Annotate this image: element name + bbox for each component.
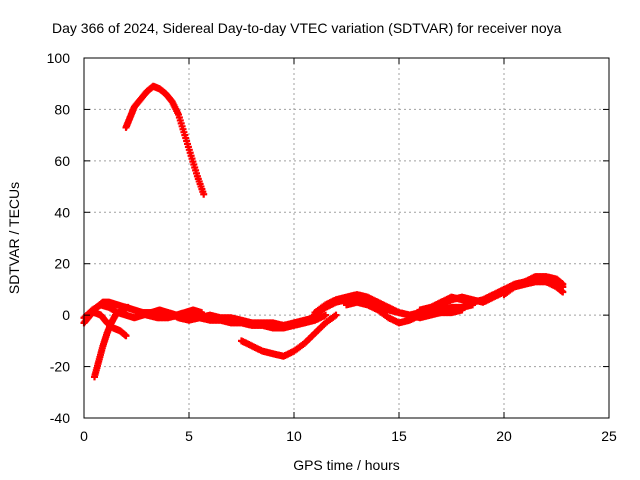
x-tick-label: 20 (496, 428, 512, 444)
axis-ticks: 0 5 10 15 20 25 -40 -20 0 20 40 60 80 100 (47, 50, 617, 444)
y-tick-label: 80 (54, 101, 70, 117)
grid (84, 58, 609, 418)
data-point (458, 306, 466, 314)
y-tick-label: 20 (54, 256, 70, 272)
x-tick-label: 0 (80, 428, 88, 444)
chart-title: Day 366 of 2024, Sidereal Day-to-day VTE… (52, 20, 562, 36)
x-tick-label: 25 (601, 428, 617, 444)
plot-frame (83, 57, 610, 419)
series-arc-j (500, 273, 567, 299)
data-point (559, 288, 567, 296)
x-tick-label: 5 (185, 428, 193, 444)
x-tick-label: 15 (391, 428, 407, 444)
y-tick-label: 100 (47, 50, 71, 66)
data-layer (80, 82, 567, 381)
y-tick-label: 60 (54, 153, 70, 169)
x-tick-label: 10 (286, 428, 302, 444)
y-tick-label: -20 (50, 359, 70, 375)
y-tick-label: -40 (50, 410, 70, 426)
y-axis-label: SDTVAR / TECUs (6, 182, 22, 294)
series-arc-high (122, 82, 208, 198)
data-point (200, 190, 208, 198)
series-arc-e (238, 311, 340, 360)
x-axis-label: GPS time / hours (293, 457, 400, 473)
y-tick-label: 0 (62, 307, 70, 323)
data-point (559, 280, 567, 288)
series-arc-c (91, 309, 130, 340)
y-tick-label: 40 (54, 204, 70, 220)
data-point (332, 311, 340, 319)
data-point (122, 332, 130, 340)
data-point (322, 311, 329, 319)
